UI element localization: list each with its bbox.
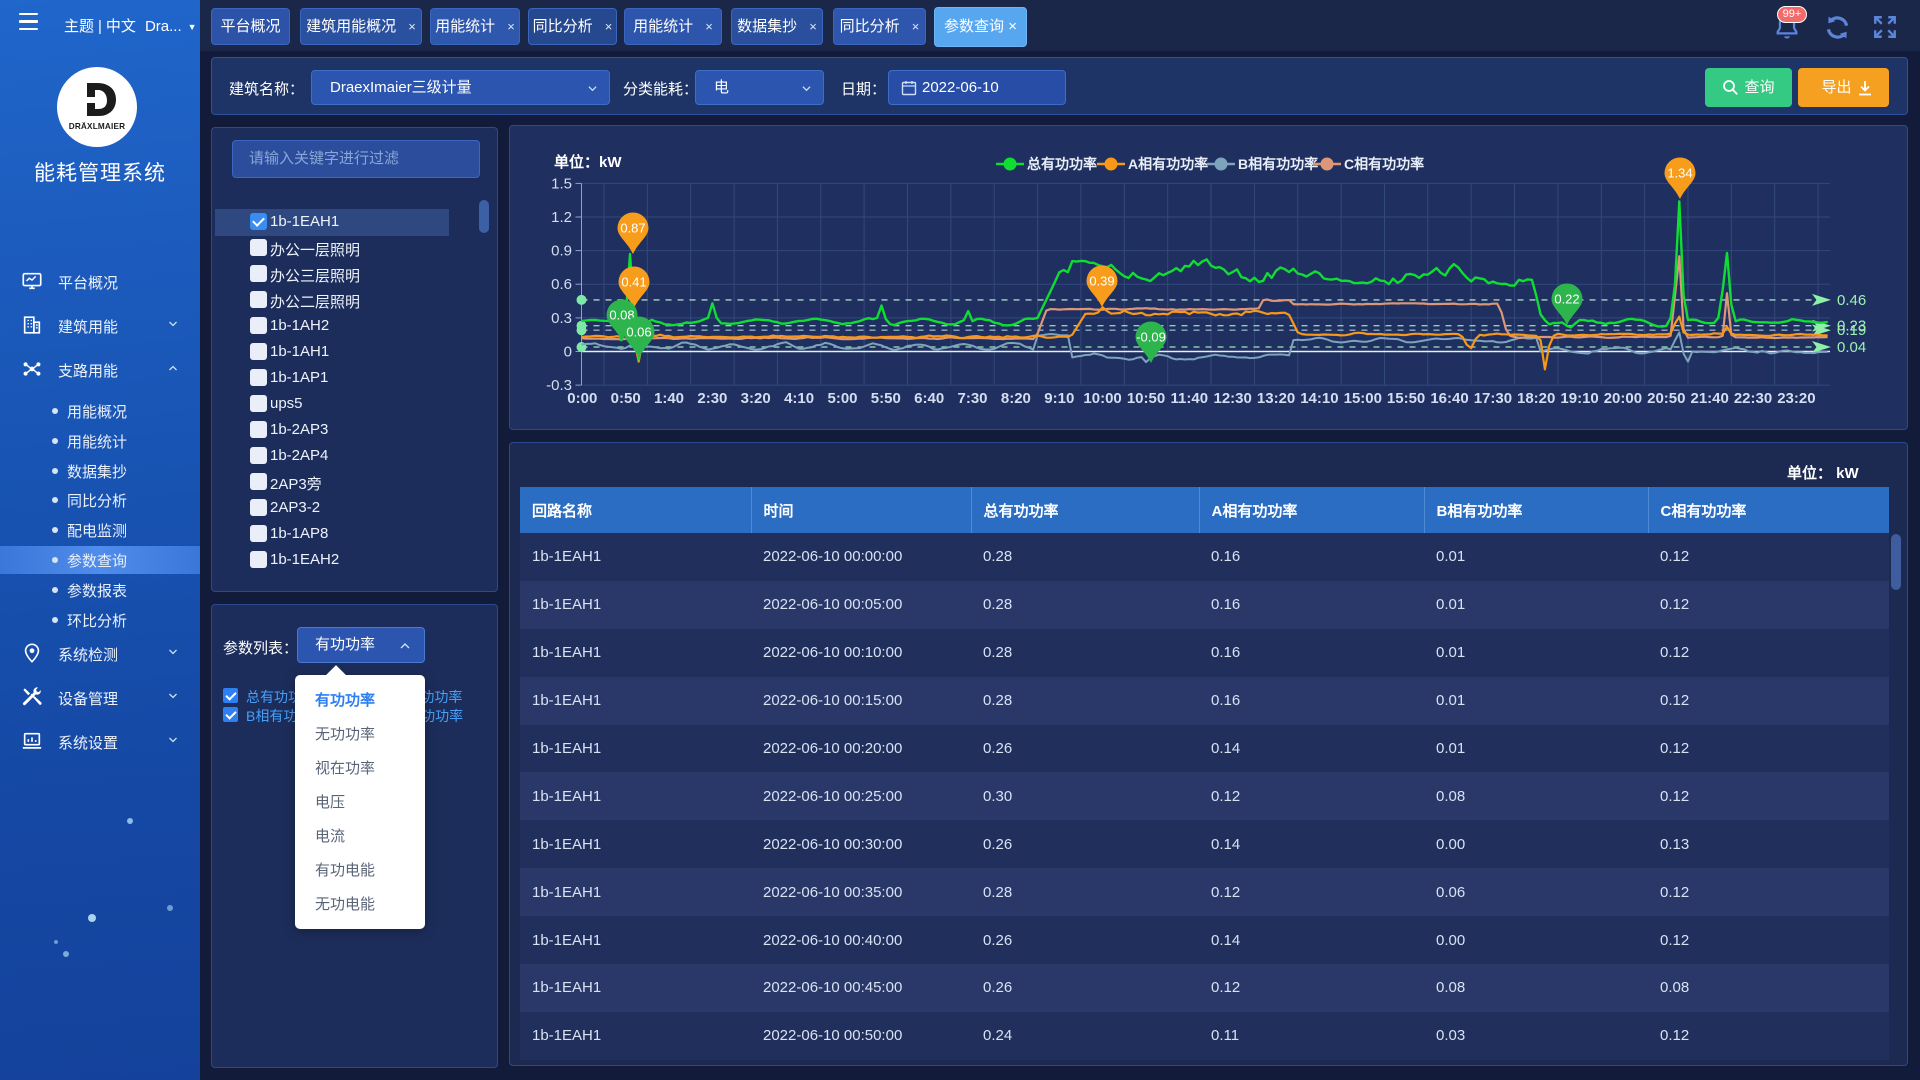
svg-text:20:00: 20:00 xyxy=(1604,390,1642,407)
svg-text:22:30: 22:30 xyxy=(1734,390,1772,407)
svg-text:6:40: 6:40 xyxy=(914,390,944,407)
svg-text:23:20: 23:20 xyxy=(1777,390,1815,407)
svg-text:0: 0 xyxy=(564,344,572,361)
svg-text:0.41: 0.41 xyxy=(621,275,646,290)
svg-text:10:50: 10:50 xyxy=(1127,390,1165,407)
svg-text:10:00: 10:00 xyxy=(1083,390,1121,407)
svg-text:DRÄXLMAIER: DRÄXLMAIER xyxy=(69,121,126,131)
svg-text:15:00: 15:00 xyxy=(1344,390,1382,407)
svg-text:总有功功率: 总有功功率 xyxy=(1027,156,1097,172)
svg-text:16:40: 16:40 xyxy=(1430,390,1468,407)
svg-text:5:50: 5:50 xyxy=(871,390,901,407)
svg-text:1.34: 1.34 xyxy=(1667,166,1692,181)
svg-text:A相有功功率: A相有功功率 xyxy=(1128,156,1208,172)
svg-text:0.6: 0.6 xyxy=(551,276,572,293)
svg-text:0.46: 0.46 xyxy=(1837,292,1866,309)
svg-text:单位：kW: 单位：kW xyxy=(554,153,622,171)
svg-text:9:10: 9:10 xyxy=(1044,390,1074,407)
svg-text:0.3: 0.3 xyxy=(551,310,572,327)
svg-text:21:40: 21:40 xyxy=(1691,390,1729,407)
svg-text:18:20: 18:20 xyxy=(1517,390,1555,407)
svg-text:8:20: 8:20 xyxy=(1001,390,1031,407)
svg-text:0.04: 0.04 xyxy=(1837,339,1866,356)
svg-text:-0.3: -0.3 xyxy=(546,377,572,394)
svg-text:20:50: 20:50 xyxy=(1647,390,1685,407)
svg-text:0.87: 0.87 xyxy=(620,221,645,236)
svg-text:14:10: 14:10 xyxy=(1300,390,1338,407)
svg-text:3:20: 3:20 xyxy=(741,390,771,407)
svg-text:17:30: 17:30 xyxy=(1474,390,1512,407)
svg-text:0.9: 0.9 xyxy=(551,243,572,260)
svg-text:0:00: 0:00 xyxy=(567,390,597,407)
svg-text:15:50: 15:50 xyxy=(1387,390,1425,407)
svg-text:0:50: 0:50 xyxy=(611,390,641,407)
svg-text:0.22: 0.22 xyxy=(1554,292,1579,307)
svg-text:B相有功功率: B相有功功率 xyxy=(1238,156,1318,172)
svg-text:5:00: 5:00 xyxy=(827,390,857,407)
svg-text:C相有功功率: C相有功功率 xyxy=(1344,156,1424,172)
svg-text:2:30: 2:30 xyxy=(697,390,727,407)
svg-text:0.19: 0.19 xyxy=(1837,322,1866,339)
svg-text:7:30: 7:30 xyxy=(957,390,987,407)
svg-text:11:40: 11:40 xyxy=(1171,390,1209,407)
svg-text:1.2: 1.2 xyxy=(551,209,572,226)
svg-text:13:20: 13:20 xyxy=(1257,390,1295,407)
svg-text:1:40: 1:40 xyxy=(654,390,684,407)
svg-text:0.23: 0.23 xyxy=(1837,318,1866,335)
svg-text:0.06: 0.06 xyxy=(626,325,651,340)
svg-text:12:30: 12:30 xyxy=(1214,390,1252,407)
svg-text:1.5: 1.5 xyxy=(551,175,572,192)
svg-text:4:10: 4:10 xyxy=(784,390,814,407)
svg-text:19:10: 19:10 xyxy=(1560,390,1598,407)
svg-text:0.39: 0.39 xyxy=(1089,274,1114,289)
svg-text:0.08: 0.08 xyxy=(609,308,634,323)
svg-text:-0.09: -0.09 xyxy=(1136,330,1166,345)
